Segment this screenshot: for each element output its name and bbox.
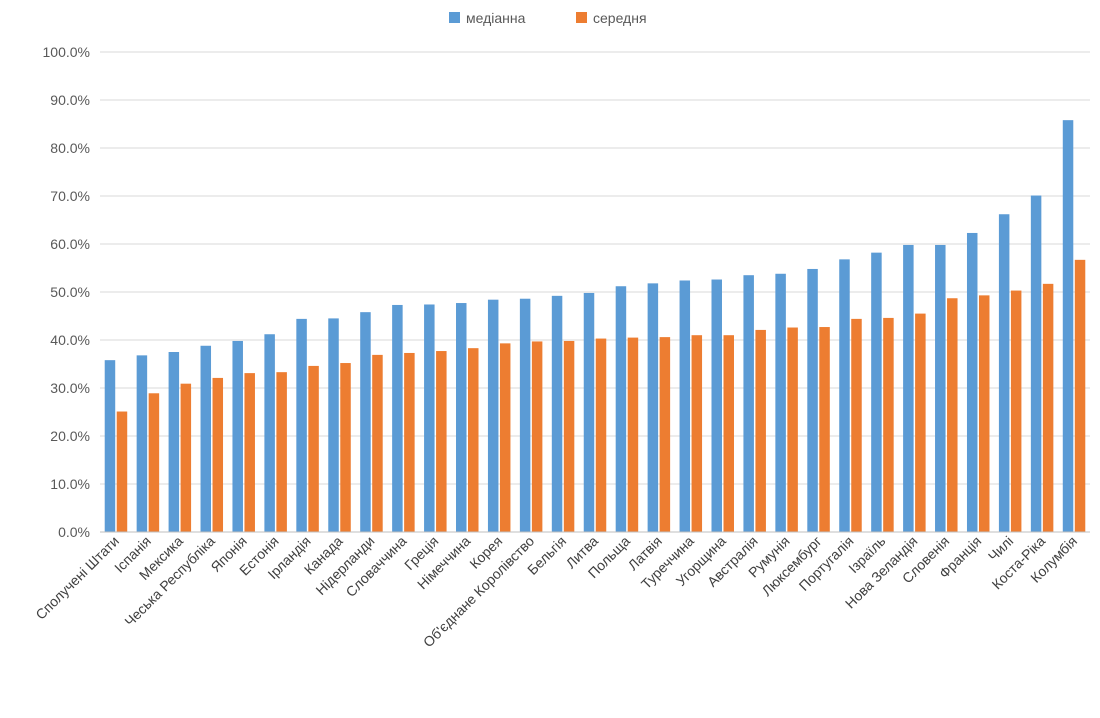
bar-median bbox=[264, 334, 275, 532]
y-axis-tick-labels: 0.0% 10.0% 20.0% 30.0% 40.0% 50.0% 60.0% 70.0% 8… bbox=[43, 44, 90, 540]
bar-mean bbox=[755, 329, 766, 532]
bar-mean bbox=[499, 343, 511, 532]
bar-median bbox=[104, 360, 116, 532]
bar-mean bbox=[276, 372, 287, 532]
bars bbox=[104, 120, 1086, 533]
bar-median bbox=[296, 318, 307, 532]
bar-median bbox=[328, 318, 339, 532]
legend-label-median: медіанна bbox=[466, 10, 526, 26]
bar-median bbox=[839, 259, 850, 532]
legend-label-mean: середня bbox=[593, 10, 647, 26]
bar-mean bbox=[1074, 259, 1086, 532]
legend-swatch-mean bbox=[576, 12, 587, 23]
x-category-label: Сполучені Штати bbox=[32, 533, 122, 623]
y-tick-label: 30.0% bbox=[50, 380, 90, 396]
bar-median bbox=[519, 298, 531, 532]
bar-mean bbox=[372, 354, 383, 532]
bar-mean bbox=[531, 341, 543, 532]
bar-mean bbox=[468, 348, 479, 532]
bar-median bbox=[903, 244, 914, 532]
bar-median bbox=[487, 299, 499, 532]
bar-mean bbox=[340, 363, 351, 532]
y-tick-label: 20.0% bbox=[50, 428, 90, 444]
y-tick-label: 70.0% bbox=[50, 188, 90, 204]
bar-mean bbox=[691, 335, 703, 532]
y-tick-label: 40.0% bbox=[50, 332, 90, 348]
bar-median bbox=[1030, 195, 1042, 532]
bar-mean bbox=[787, 327, 798, 532]
bar-mean bbox=[563, 340, 575, 532]
bar-median bbox=[647, 283, 659, 532]
bar-median bbox=[456, 303, 467, 532]
bar-median bbox=[775, 273, 786, 532]
bar-mean bbox=[947, 298, 958, 532]
bar-median bbox=[551, 295, 563, 532]
bar-mean bbox=[180, 383, 192, 532]
bar-mean bbox=[627, 337, 639, 532]
bar-median bbox=[200, 345, 212, 532]
y-tick-label: 100.0% bbox=[43, 44, 90, 60]
bar-median bbox=[966, 232, 978, 532]
bar-mean bbox=[308, 365, 319, 532]
bar-mean bbox=[723, 335, 734, 532]
bar-mean bbox=[915, 313, 926, 532]
bar-mean bbox=[819, 327, 830, 532]
bar-mean bbox=[404, 352, 415, 532]
bar-mean bbox=[148, 393, 160, 532]
bar-median bbox=[1062, 120, 1074, 532]
bar-mean bbox=[659, 337, 671, 532]
legend-swatch-median bbox=[449, 12, 460, 23]
bar-mean bbox=[436, 351, 447, 532]
bar-mean bbox=[244, 373, 255, 532]
y-tick-label: 60.0% bbox=[50, 236, 90, 252]
bar-median bbox=[136, 355, 148, 532]
bar-median bbox=[615, 286, 627, 532]
bar-median bbox=[392, 304, 403, 532]
bar-mean bbox=[595, 338, 607, 532]
y-tick-label: 50.0% bbox=[50, 284, 90, 300]
bar-median bbox=[711, 279, 722, 532]
bar-mean bbox=[883, 317, 894, 532]
bar-median bbox=[935, 244, 946, 532]
bar-median bbox=[998, 214, 1010, 533]
bar-mean bbox=[978, 295, 990, 532]
bar-mean bbox=[851, 318, 862, 532]
bar-median bbox=[424, 304, 435, 532]
bar-median bbox=[583, 292, 595, 532]
bar-median bbox=[232, 340, 243, 532]
bar-mean bbox=[116, 411, 128, 532]
bar-median bbox=[168, 352, 180, 532]
y-tick-label: 0.0% bbox=[58, 524, 90, 540]
bar-median bbox=[807, 268, 818, 532]
y-tick-label: 90.0% bbox=[50, 92, 90, 108]
y-tick-label: 80.0% bbox=[50, 140, 90, 156]
bar-mean bbox=[1042, 283, 1054, 532]
bar-mean bbox=[1010, 290, 1022, 532]
bar-median bbox=[871, 252, 882, 532]
bar-mean bbox=[212, 377, 224, 532]
bar-median bbox=[679, 280, 691, 532]
legend: медіанна середня bbox=[449, 10, 647, 26]
bar-median bbox=[360, 312, 371, 532]
bar-median bbox=[743, 275, 754, 532]
y-tick-label: 10.0% bbox=[50, 476, 90, 492]
